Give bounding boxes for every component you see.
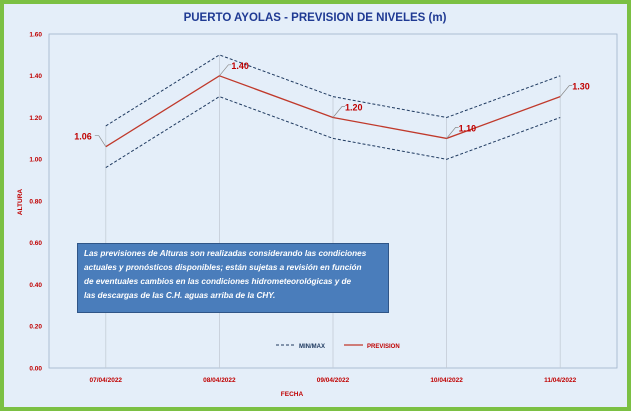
- note-line: actuales y pronósticos disponibles; está…: [84, 263, 362, 272]
- y-tick-label: 0.00: [29, 365, 42, 372]
- x-tick-label: 08/04/2022: [203, 377, 236, 384]
- forecast-disclaimer-note: Las previsiones de Alturas son realizada…: [77, 243, 389, 313]
- y-tick-label: 0.80: [29, 198, 42, 205]
- legend-minmax-label: MIN/MAX: [299, 344, 325, 350]
- data-label-leader: [94, 135, 107, 147]
- data-label-leader: [219, 64, 232, 77]
- y-tick-label: 0.20: [29, 324, 42, 331]
- x-tick-label: 07/04/2022: [90, 377, 123, 384]
- data-label: 1.06: [74, 132, 92, 142]
- note-line: Las previsiones de Alturas son realizada…: [84, 249, 367, 258]
- y-tick-label: 1.20: [29, 115, 42, 122]
- x-tick-label: 09/04/2022: [317, 377, 350, 384]
- x-axis-label: FECHA: [281, 391, 304, 398]
- y-axis: 0.00 0.20 0.40 0.60 0.80 1.00 1.20 1.40 1.60: [29, 31, 42, 372]
- legend-prevision-label: PREVISION: [367, 344, 400, 350]
- data-labels: 1.06 1.40 1.20 1.10 1.30: [74, 61, 590, 147]
- x-tick-label: 10/04/2022: [430, 377, 463, 384]
- plot-area: [48, 33, 618, 369]
- note-line: de eventuales cambios en las condiciones…: [84, 277, 352, 286]
- y-tick-label: 0.40: [29, 282, 42, 289]
- data-label: 1.20: [345, 103, 363, 113]
- data-label: 1.40: [231, 61, 249, 71]
- note-line: las descargas de las C.H. aguas arriba d…: [84, 291, 276, 300]
- chart-title: PUERTO AYOLAS - PREVISION DE NIVELES (m): [184, 12, 447, 24]
- y-tick-label: 1.60: [29, 31, 42, 38]
- y-tick-label: 0.60: [29, 240, 42, 247]
- min-line: [105, 96, 561, 169]
- data-label-leader: [332, 106, 345, 118]
- y-tick-label: 1.40: [29, 73, 42, 80]
- data-label: 1.10: [459, 123, 477, 133]
- y-axis-label: ALTURA: [17, 189, 24, 216]
- x-axis: 07/04/2022 08/04/2022 09/04/2022 10/04/2022…: [90, 377, 577, 384]
- x-tick-label: 11/04/2022: [544, 377, 577, 384]
- data-label-leader: [446, 127, 459, 139]
- legend: MIN/MAX PREVISION: [276, 344, 400, 350]
- data-label-leader: [559, 85, 573, 97]
- y-tick-label: 1.00: [29, 157, 42, 164]
- max-line: [105, 54, 561, 127]
- data-label: 1.30: [572, 82, 590, 92]
